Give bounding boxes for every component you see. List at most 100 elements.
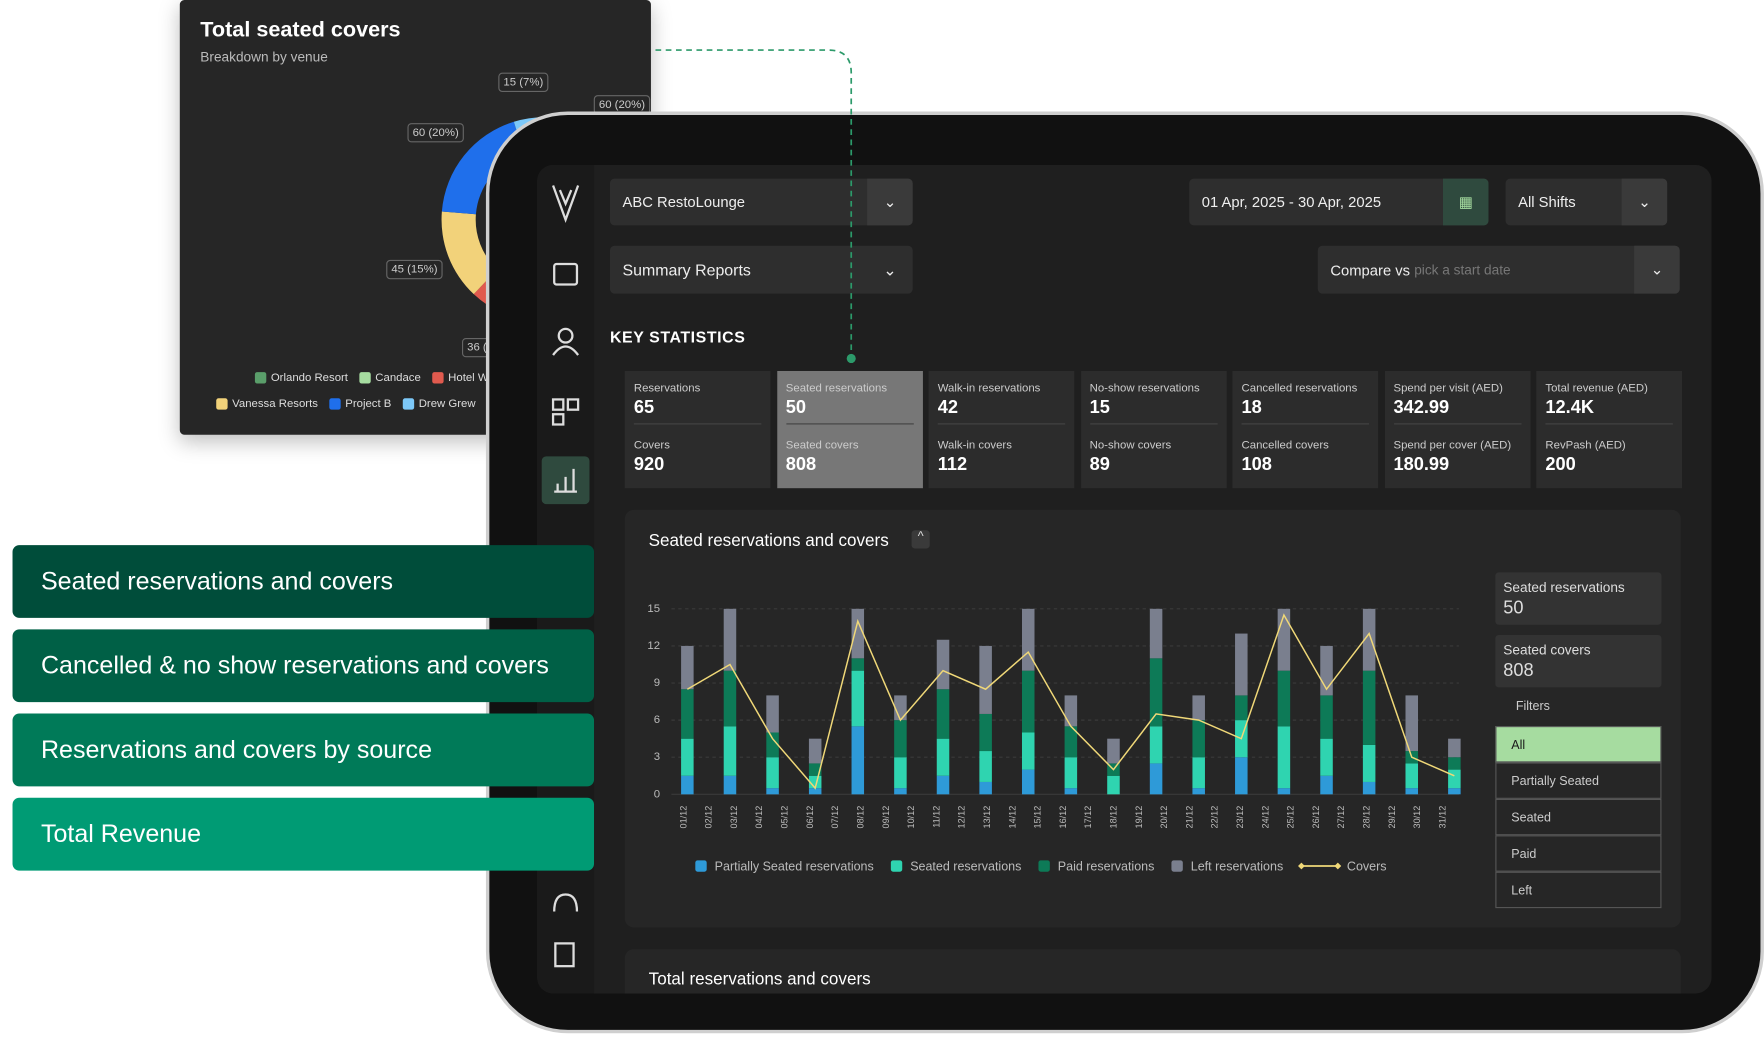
bar-segment (1021, 670, 1035, 733)
bar-segment (979, 751, 992, 782)
bar-segment (851, 726, 865, 795)
stat-card[interactable]: Seated reservations 50 Seated covers 808 (776, 370, 923, 489)
legend-label: Orlando Resort (271, 372, 349, 384)
chevron: ⌄ (867, 178, 913, 226)
stat-label: Cancelled reservations (1241, 382, 1358, 395)
stat-label: Walk-in covers (937, 439, 1012, 452)
bar-segment (1362, 608, 1376, 671)
compare-select[interactable]: Compare vs pick a start date ⌄ (1317, 245, 1680, 294)
y-tick-label: 12 (647, 640, 660, 652)
filter-option[interactable]: All (1495, 726, 1662, 763)
menu-item[interactable]: Total Revenue (12, 797, 595, 871)
bar-segment (808, 738, 822, 764)
legend-swatch (1038, 860, 1050, 872)
bar-segment (1448, 738, 1461, 758)
bar-segment (1021, 769, 1035, 795)
bar-segment (979, 713, 992, 752)
chevron: ⌄ (1621, 178, 1668, 226)
stat-card[interactable]: No-show reservations 15 No-show covers 89 (1080, 370, 1227, 489)
bottom-panel: Total reservations and covers (624, 949, 1681, 994)
calendar-button[interactable]: ▦ (1442, 178, 1489, 226)
bar-segment (1235, 633, 1248, 696)
filter-option[interactable]: Paid (1495, 835, 1662, 872)
x-tick-label: 22/12 (1210, 806, 1220, 829)
stat-card[interactable]: Reservations 65 Covers 920 (624, 370, 771, 489)
filter-option[interactable]: Partially Seated (1495, 762, 1662, 799)
bar-segment (1405, 763, 1419, 789)
x-tick-label: 20/12 (1159, 806, 1169, 829)
bottom-title: Total reservations and covers (648, 969, 871, 989)
sidebar-icons (541, 185, 590, 968)
stat-value: 18 (1241, 398, 1370, 425)
bar-segment (1448, 757, 1461, 770)
bar-segment (1064, 695, 1078, 727)
stat-card[interactable]: Cancelled reservations 18 Cancelled covers… (1232, 370, 1379, 489)
date-picker[interactable]: 01 Apr, 2025 - 30 Apr, 2025 ▦ (1189, 178, 1489, 226)
bar-segment (1362, 781, 1376, 795)
summary-box: Seated covers 808 (1495, 635, 1662, 688)
bar-segment (766, 788, 779, 795)
legend-label: Seated reservations (910, 859, 1021, 873)
x-tick-label: 18/12 (1108, 806, 1118, 829)
summary-label: Seated reservations (1503, 579, 1625, 596)
bar-segment (1064, 757, 1078, 789)
filter-option[interactable]: Left (1495, 871, 1662, 909)
bar-segment (1149, 608, 1163, 659)
bar-segment (723, 726, 737, 776)
bar-segment (1021, 608, 1035, 671)
stat-card[interactable]: Spend per visit (AED) 342.99 Spend per cov… (1384, 370, 1531, 489)
y-tick-label: 15 (647, 603, 660, 615)
bar-segment (979, 781, 992, 795)
stat-label: Reservations (633, 382, 701, 395)
stat-card[interactable]: Walk-in reservations 42 Walk-in covers 112 (928, 370, 1075, 489)
bar-segment (1405, 788, 1419, 795)
filter-option[interactable]: Seated (1495, 798, 1662, 836)
calendar-icon[interactable] (553, 262, 579, 286)
stat-value: 112 (937, 455, 968, 475)
x-tick-label: 01/12 (678, 806, 688, 829)
bar-segment (1107, 738, 1120, 764)
bar-segment (1192, 720, 1205, 758)
stat-card[interactable]: Total revenue (AED) 12.4K RevPash (AED) 200 (1536, 370, 1682, 489)
user-icon[interactable] (557, 327, 574, 344)
x-tick-label: 24/12 (1260, 806, 1270, 829)
qr-icon-part (566, 398, 580, 411)
bar-segment (1277, 670, 1291, 727)
menu-item[interactable]: Seated reservations and covers (12, 545, 595, 618)
summary-value: 808 (1503, 661, 1534, 681)
stat-value: 200 (1545, 455, 1576, 475)
legend-label: Candace (375, 372, 421, 384)
bar-segment (1235, 757, 1248, 795)
x-tick-label: 21/12 (1184, 806, 1194, 829)
qr-icon[interactable] (551, 398, 565, 411)
compare-hint: pick a start date (1414, 261, 1511, 278)
shift: All Shifts (1518, 193, 1576, 211)
menu-item[interactable]: Reservations and covers by source (12, 713, 595, 787)
legend-label: Left reservations (1191, 859, 1283, 873)
bar-segment (1320, 775, 1333, 795)
x-tick-label: 19/12 (1134, 806, 1144, 829)
collapse-button[interactable]: ^ (911, 530, 930, 549)
menu-item[interactable]: Cancelled & no show reservations and cov… (12, 629, 595, 703)
bar-segment (681, 738, 694, 776)
y-tick-label: 6 (654, 714, 660, 726)
bar-segment (808, 788, 822, 795)
stat-value: 108 (1241, 455, 1272, 475)
bar-segment (681, 689, 694, 739)
stat-value: 342.99 (1393, 398, 1521, 425)
user-icon-body (552, 345, 580, 356)
bar-segment (681, 645, 694, 690)
support-icon[interactable] (553, 893, 579, 912)
x-tick-label: 10/12 (906, 806, 916, 829)
slice-label: 60 (20%) (413, 127, 459, 139)
donut-slice (441, 211, 498, 295)
logout-icon[interactable] (554, 942, 575, 968)
y-tick-label: 0 (654, 788, 660, 800)
shift-select[interactable]: All Shifts ⌄ (1505, 178, 1668, 226)
bar-segment (1235, 695, 1248, 721)
slice-label: 15 (7%) (503, 76, 543, 88)
x-tick-label: 16/12 (1058, 806, 1068, 829)
stat-value: 15 (1089, 398, 1218, 425)
